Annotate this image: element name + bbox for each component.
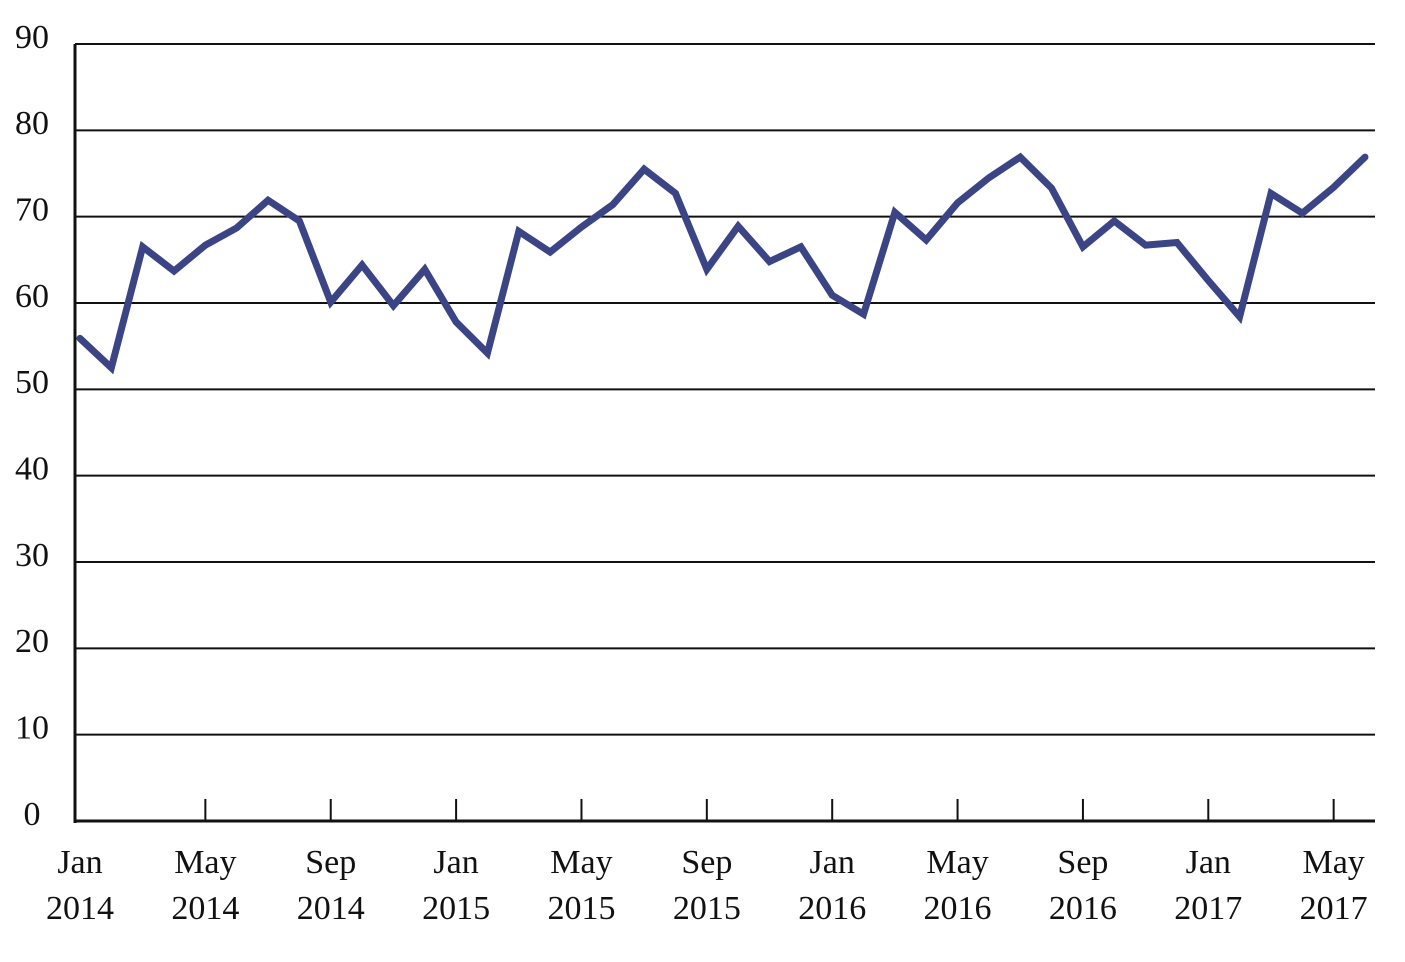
y-tick-label: 90 bbox=[15, 19, 49, 56]
x-tick-label: Sep 2016 bbox=[1048, 844, 1117, 927]
x-tick-label: May 2017 bbox=[1299, 844, 1368, 927]
x-tick-label: May 2014 bbox=[171, 844, 240, 927]
x-tick-label: Jan 2016 bbox=[798, 844, 867, 927]
x-tick-label: Sep 2014 bbox=[296, 844, 365, 927]
y-tick-label: 50 bbox=[15, 364, 49, 401]
data-line bbox=[76, 152, 1369, 375]
x-tick-label: Jan 2015 bbox=[422, 844, 491, 927]
x-tick-label: Jan 2017 bbox=[1174, 844, 1243, 927]
x-tick-label: Jan 2014 bbox=[46, 844, 114, 927]
y-tick-label: 30 bbox=[15, 537, 49, 574]
y-tick-label: 70 bbox=[15, 191, 49, 228]
y-tick-label: 10 bbox=[15, 709, 49, 746]
y-tick-label: 0 bbox=[24, 796, 41, 833]
y-tick-label: 80 bbox=[15, 105, 49, 142]
y-tick-label: 60 bbox=[15, 278, 49, 315]
y-tick-label: 40 bbox=[15, 450, 49, 487]
x-tick-label: Sep 2015 bbox=[672, 844, 741, 927]
y-tick-label: 20 bbox=[15, 623, 49, 660]
x-tick-label: May 2016 bbox=[923, 844, 992, 927]
x-tick-label: May 2015 bbox=[547, 844, 616, 927]
